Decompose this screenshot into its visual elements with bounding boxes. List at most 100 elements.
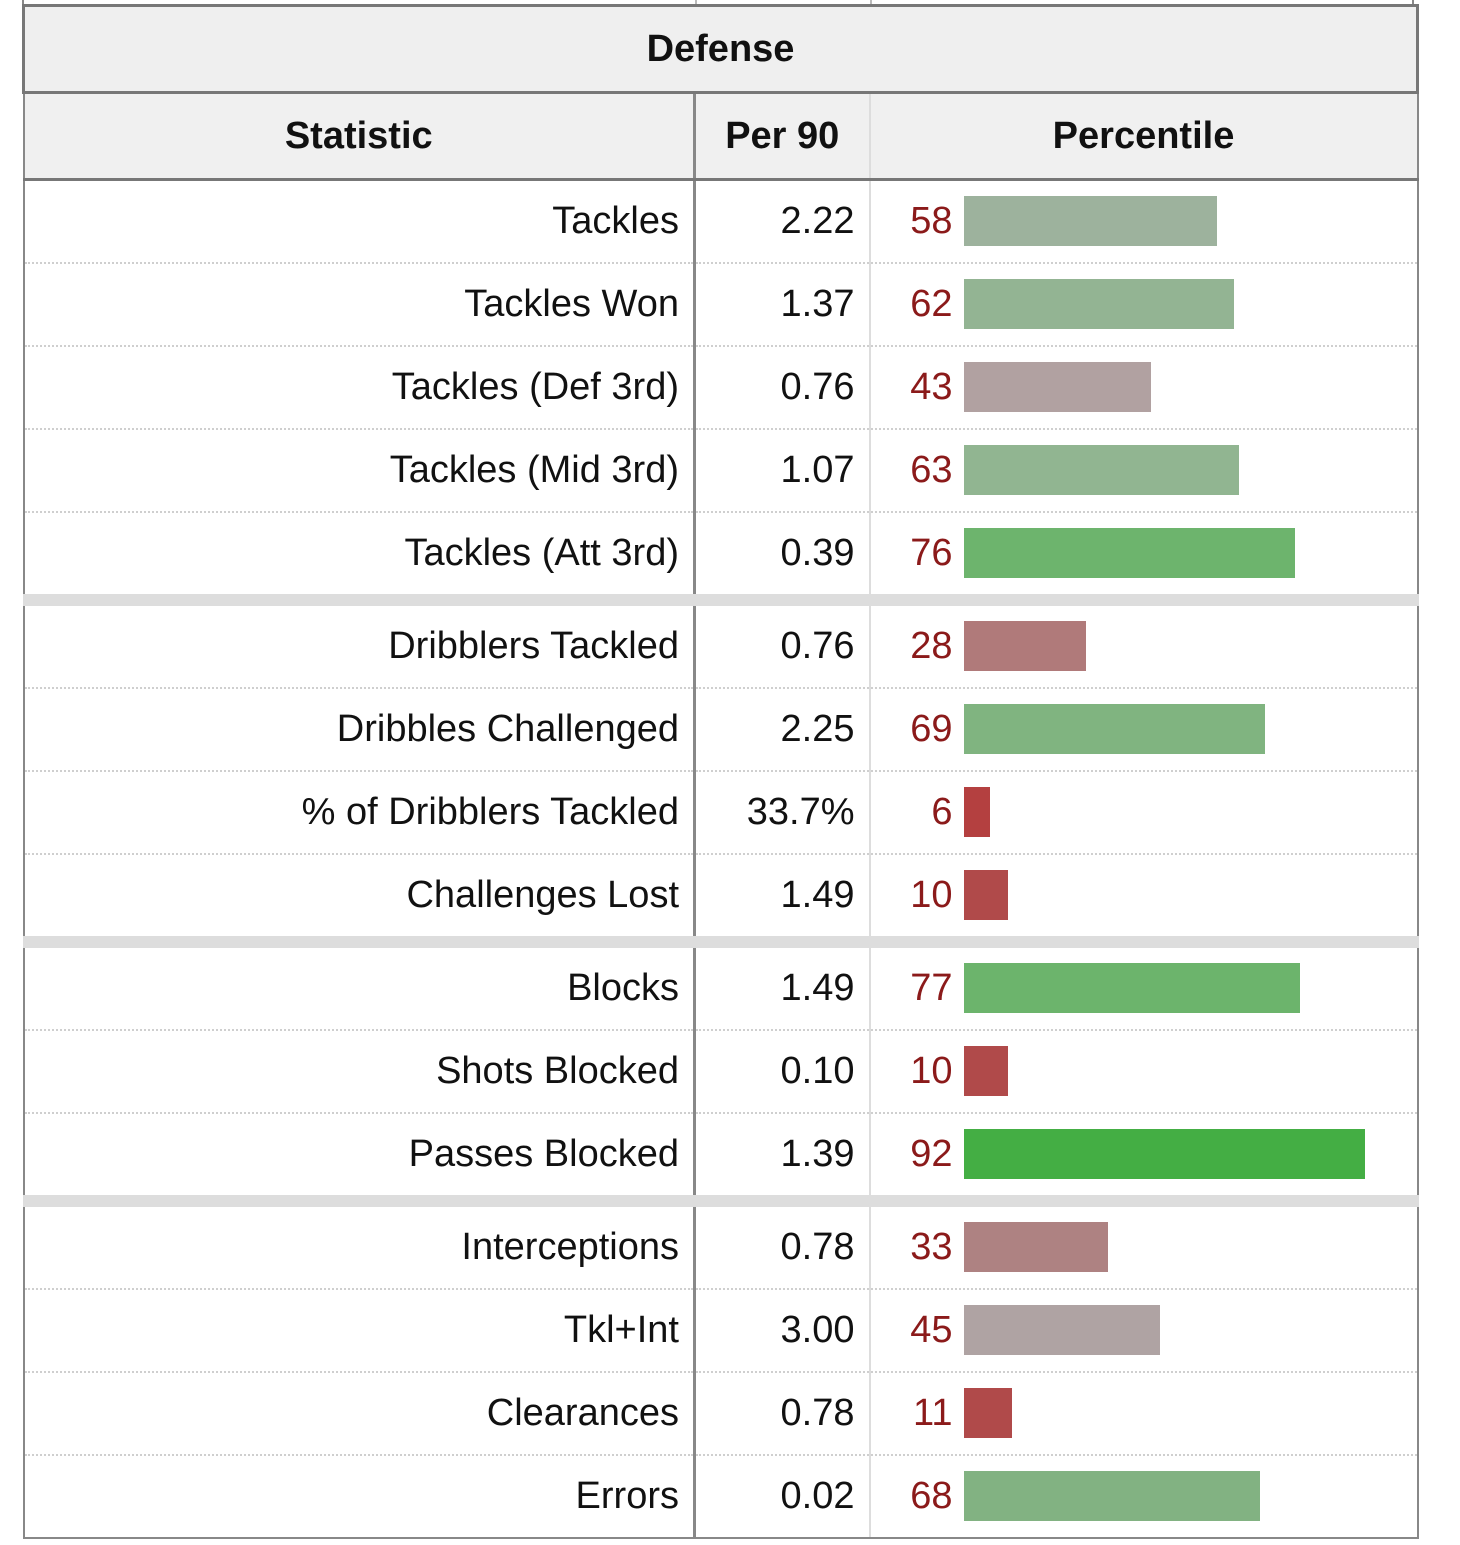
percentile-bar [963, 621, 1086, 671]
column-header-statistic[interactable]: Statistic [22, 91, 696, 181]
per90-value: 1.07 [694, 429, 871, 513]
table-title: Defense [22, 4, 1419, 94]
per90-value: 1.49 [694, 854, 871, 948]
percentile-bar [963, 1129, 1365, 1179]
defense-table-container: Defense Statistic Per 90 Percentile Tack… [22, 4, 1419, 1539]
percentile-container: 63 [871, 430, 1417, 511]
percentile-bar [963, 279, 1234, 329]
percentile-value: 58 [910, 200, 953, 242]
per90-value: 3.00 [694, 1289, 871, 1373]
per90-value: 0.78 [694, 1372, 871, 1456]
percentile-container: 10 [871, 855, 1417, 936]
percentile-cell: 28 [869, 600, 1419, 689]
percentile-container: 76 [871, 513, 1417, 594]
table-row: Tackles (Att 3rd) 0.39 76 [22, 512, 1419, 606]
per90-value: 0.76 [694, 346, 871, 430]
percentile-bar [963, 1046, 1008, 1096]
table-row: % of Dribblers Tackled 33.7% 6 [22, 771, 1419, 855]
percentile-cell: 43 [869, 346, 1419, 430]
percentile-value: 10 [910, 874, 953, 916]
stat-label: Shots Blocked [22, 1030, 696, 1114]
percentile-bar [963, 1305, 1160, 1355]
stat-label: Errors [22, 1455, 696, 1539]
table-row: Tackles (Def 3rd) 0.76 43 [22, 346, 1419, 430]
percentile-value: 33 [910, 1226, 953, 1268]
stat-label: Tackles (Def 3rd) [22, 346, 696, 430]
percentile-container: 68 [871, 1456, 1417, 1537]
table-row: Challenges Lost 1.49 10 [22, 854, 1419, 948]
stat-label: Tackles (Att 3rd) [22, 512, 696, 606]
table-row: Tackles 2.22 58 [22, 179, 1419, 264]
percentile-bar [963, 963, 1300, 1013]
percentile-cell: 77 [869, 942, 1419, 1031]
percentile-container: 69 [871, 689, 1417, 770]
percentile-value: 10 [910, 1050, 953, 1092]
percentile-value: 62 [910, 283, 953, 325]
percentile-container: 62 [871, 264, 1417, 345]
table-row: Tackles Won 1.37 62 [22, 263, 1419, 347]
per90-value: 0.10 [694, 1030, 871, 1114]
stat-label: Tackles Won [22, 263, 696, 347]
percentile-bar [963, 704, 1265, 754]
table-row: Dribbles Challenged 2.25 69 [22, 688, 1419, 772]
percentile-cell: 63 [869, 429, 1419, 513]
percentile-bar [963, 787, 990, 837]
per90-value: 0.02 [694, 1455, 871, 1539]
percentile-container: 92 [871, 1114, 1417, 1195]
column-header-per90[interactable]: Per 90 [694, 91, 871, 181]
percentile-container: 58 [871, 181, 1417, 262]
percentile-bar [963, 870, 1008, 920]
percentile-value: 11 [913, 1392, 953, 1434]
percentile-bar [963, 1222, 1108, 1272]
column-header-percentile[interactable]: Percentile [869, 91, 1419, 181]
stat-label: % of Dribblers Tackled [22, 771, 696, 855]
per90-value: 1.37 [694, 263, 871, 347]
top-border-strip [22, 0, 1414, 4]
percentile-cell: 45 [869, 1289, 1419, 1373]
percentile-value: 77 [910, 967, 953, 1009]
percentile-cell: 6 [869, 771, 1419, 855]
percentile-cell: 58 [869, 179, 1419, 264]
table-row: Passes Blocked 1.39 92 [22, 1113, 1419, 1207]
percentile-cell: 10 [869, 1030, 1419, 1114]
percentile-bar [963, 196, 1217, 246]
table-row: Tackles (Mid 3rd) 1.07 63 [22, 429, 1419, 513]
percentile-cell: 92 [869, 1113, 1419, 1207]
percentile-cell: 76 [869, 512, 1419, 606]
percentile-value: 92 [910, 1133, 953, 1175]
percentile-container: 6 [871, 772, 1417, 853]
percentile-value: 28 [910, 625, 953, 667]
per90-value: 1.39 [694, 1113, 871, 1207]
percentile-bar [963, 445, 1239, 495]
stat-label: Tackles (Mid 3rd) [22, 429, 696, 513]
stat-label: Clearances [22, 1372, 696, 1456]
table-row: Shots Blocked 0.10 10 [22, 1030, 1419, 1114]
percentile-cell: 10 [869, 854, 1419, 948]
percentile-cell: 68 [869, 1455, 1419, 1539]
percentile-bar [963, 528, 1295, 578]
table-row: Tkl+Int 3.00 45 [22, 1289, 1419, 1373]
column-divider [695, 0, 697, 4]
percentile-value: 6 [931, 791, 953, 833]
table-body: Tackles 2.22 58 Tackles Won 1.37 62 Tackles (D… [22, 179, 1419, 1539]
percentile-container: 10 [871, 1031, 1417, 1112]
percentile-value: 63 [910, 449, 953, 491]
table-row: Interceptions 0.78 33 [22, 1201, 1419, 1290]
table-header-row: Statistic Per 90 Percentile [22, 91, 1419, 181]
table-row: Blocks 1.49 77 [22, 942, 1419, 1031]
percentile-bar [963, 1388, 1012, 1438]
stat-label: Tkl+Int [22, 1289, 696, 1373]
percentile-cell: 62 [869, 263, 1419, 347]
percentile-value: 45 [910, 1309, 953, 1351]
per90-value: 2.25 [694, 688, 871, 772]
per90-value: 0.39 [694, 512, 871, 606]
per90-value: 1.49 [694, 942, 871, 1031]
table-row: Dribblers Tackled 0.76 28 [22, 600, 1419, 689]
percentile-value: 68 [910, 1475, 953, 1517]
percentile-container: 45 [871, 1290, 1417, 1371]
per90-value: 0.78 [694, 1201, 871, 1290]
percentile-bar [963, 1471, 1260, 1521]
percentile-container: 33 [871, 1207, 1417, 1288]
percentile-container: 28 [871, 606, 1417, 687]
percentile-container: 11 [871, 1373, 1417, 1454]
